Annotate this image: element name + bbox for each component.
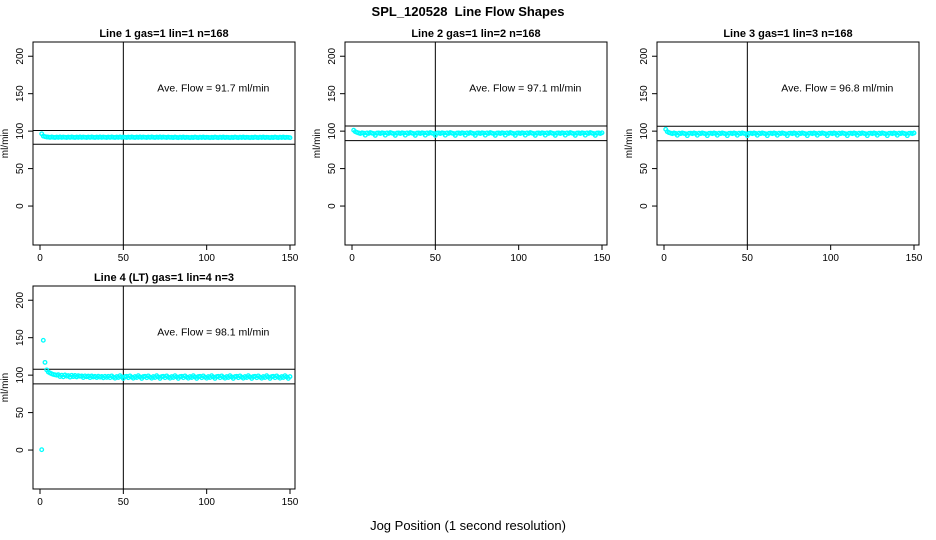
x-tick-label: 50 [742, 253, 754, 264]
x-tick-label: 150 [906, 253, 923, 264]
x-tick-label: 0 [37, 497, 43, 508]
chart-title: SPL_120528 Line Flow Shapes [371, 4, 565, 19]
panel-3: Line 3 gas=1 lin=3 n=168 0 50 100 150 0 50 100 1… [624, 28, 923, 264]
y-tick-label: 0 [15, 203, 26, 209]
y-tick-label: 50 [327, 163, 338, 175]
data-points [39, 337, 293, 453]
plot-box [344, 41, 608, 246]
y-axis-label: ml/min [624, 129, 635, 158]
data-point [287, 374, 293, 380]
y-tick-label: 200 [15, 291, 26, 308]
y-tick-label: 150 [327, 85, 338, 102]
y-tick-label: 50 [15, 163, 26, 175]
x-tick-label: 100 [822, 253, 839, 264]
y-axis-label: ml/min [0, 373, 11, 402]
y-tick-label: 200 [639, 47, 650, 64]
panel-title: Line 2 gas=1 lin=2 n=168 [411, 28, 540, 40]
data-point [39, 447, 45, 453]
plot-box [32, 285, 296, 490]
x-tick-label: 0 [349, 253, 355, 264]
y-tick-label: 100 [15, 366, 26, 383]
y-tick-label: 150 [15, 329, 26, 346]
x-tick-label: 100 [198, 253, 215, 264]
x-tick-label: 0 [661, 253, 667, 264]
y-tick-label: 0 [639, 203, 650, 209]
x-tick-label: 50 [118, 497, 130, 508]
panel-4: Line 4 (LT) gas=1 lin=4 n=3 0 50 100 150 0 50 1… [0, 272, 299, 508]
x-tick-label: 100 [510, 253, 527, 264]
y-tick-label: 200 [327, 47, 338, 64]
x-tick-label: 50 [118, 253, 130, 264]
x-tick-label: 0 [37, 253, 43, 264]
panel-title: Line 4 (LT) gas=1 lin=4 n=3 [94, 272, 234, 284]
plot-box [656, 41, 920, 246]
y-tick-label: 200 [15, 47, 26, 64]
panel-title: Line 3 gas=1 lin=3 n=168 [723, 28, 852, 40]
data-point [287, 135, 293, 141]
ave-flow-annotation: Ave. Flow = 98.1 ml/min [157, 326, 269, 338]
x-tick-label: 100 [198, 497, 215, 508]
data-point [42, 359, 48, 365]
y-tick-label: 0 [15, 447, 26, 453]
y-tick-label: 50 [639, 163, 650, 175]
panel-title: Line 1 gas=1 lin=1 n=168 [99, 28, 228, 40]
x-axis-title: Jog Position (1 second resolution) [370, 518, 566, 533]
y-tick-label: 100 [639, 122, 650, 139]
data-point [911, 130, 917, 136]
data-point [599, 130, 605, 136]
y-tick-label: 100 [327, 122, 338, 139]
data-points [663, 126, 917, 139]
ave-flow-annotation: Ave. Flow = 96.8 ml/min [781, 82, 893, 94]
x-tick-label: 50 [430, 253, 442, 264]
y-tick-label: 0 [327, 203, 338, 209]
x-tick-label: 150 [594, 253, 611, 264]
panel-2: Line 2 gas=1 lin=2 n=168 0 50 100 150 0 50 100 1… [312, 28, 611, 264]
ave-flow-annotation: Ave. Flow = 97.1 ml/min [469, 82, 581, 94]
data-points [39, 131, 293, 141]
data-points [351, 127, 605, 138]
ave-flow-annotation: Ave. Flow = 91.7 ml/min [157, 82, 269, 94]
x-tick-label: 150 [282, 497, 299, 508]
y-tick-label: 150 [639, 85, 650, 102]
plot-box [32, 41, 296, 246]
y-tick-label: 100 [15, 122, 26, 139]
y-axis-label: ml/min [312, 129, 323, 158]
x-tick-label: 150 [282, 253, 299, 264]
y-tick-label: 50 [15, 407, 26, 419]
data-point [40, 337, 46, 343]
y-axis-label: ml/min [0, 129, 11, 158]
panel-1: Line 1 gas=1 lin=1 n=168 0 50 100 150 0 50 100 1… [0, 28, 299, 264]
y-tick-label: 150 [15, 85, 26, 102]
